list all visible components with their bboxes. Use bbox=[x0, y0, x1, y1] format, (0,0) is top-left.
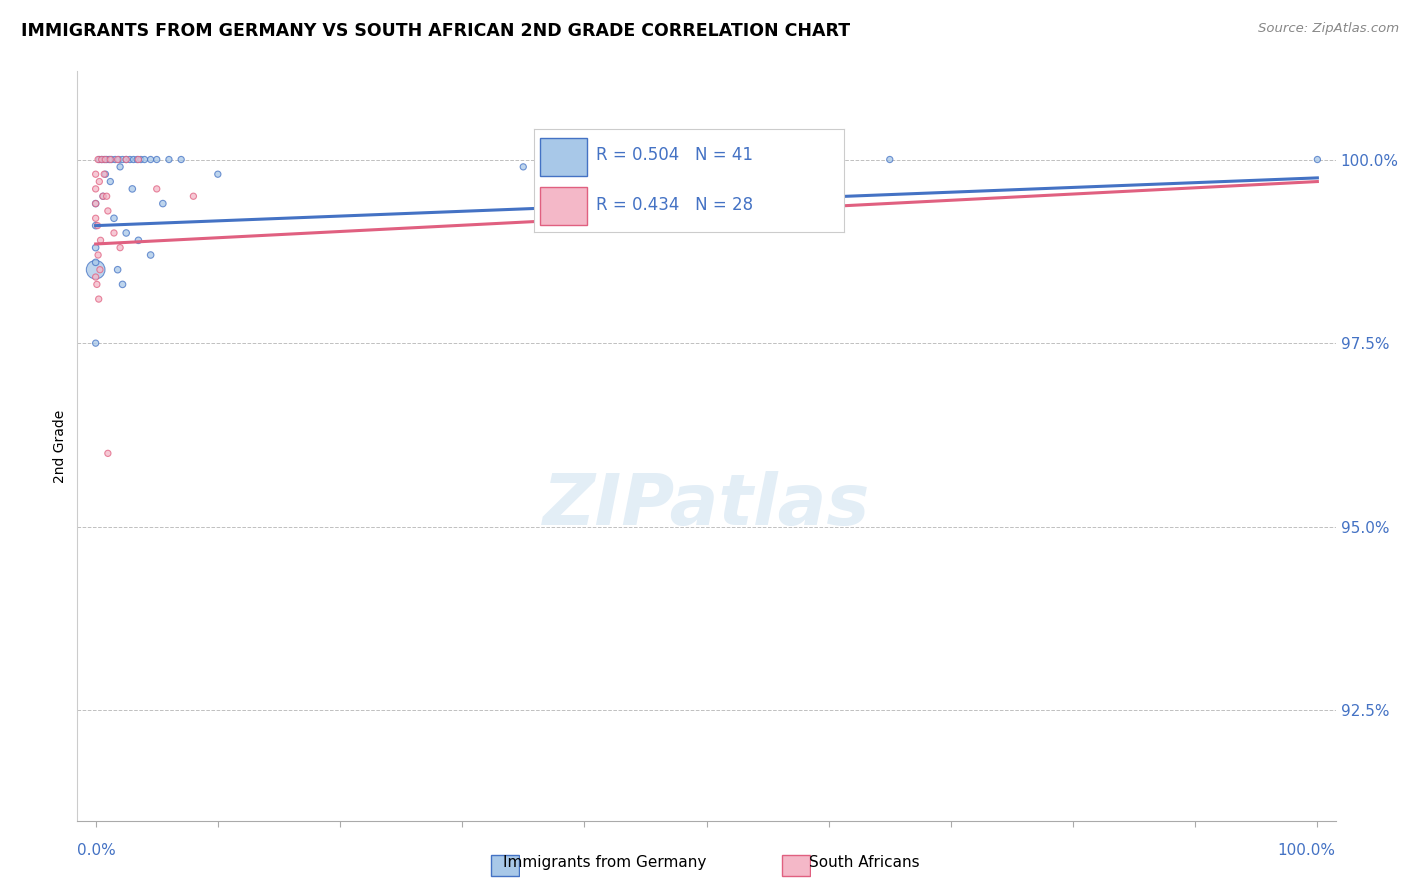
Point bbox=[134, 153, 156, 167]
Point bbox=[86, 219, 108, 233]
Point bbox=[127, 153, 149, 167]
Text: IMMIGRANTS FROM GERMANY VS SOUTH AFRICAN 2ND GRADE CORRELATION CHART: IMMIGRANTS FROM GERMANY VS SOUTH AFRICAN… bbox=[21, 22, 851, 40]
Point bbox=[108, 153, 131, 167]
Point bbox=[87, 248, 110, 262]
Text: 0.0%: 0.0% bbox=[77, 843, 117, 858]
FancyBboxPatch shape bbox=[540, 186, 586, 225]
Point bbox=[118, 153, 141, 167]
Point bbox=[139, 248, 162, 262]
Point bbox=[122, 153, 145, 167]
Point bbox=[84, 211, 107, 226]
Point bbox=[93, 167, 115, 181]
Point bbox=[96, 189, 118, 203]
Point bbox=[145, 153, 167, 167]
Point bbox=[107, 153, 129, 167]
Point bbox=[129, 153, 152, 167]
Text: 100.0%: 100.0% bbox=[1278, 843, 1336, 858]
Point bbox=[127, 233, 149, 247]
Point bbox=[512, 160, 534, 174]
Point bbox=[86, 277, 108, 292]
Point bbox=[90, 233, 112, 247]
Point bbox=[879, 153, 901, 167]
Point bbox=[84, 182, 107, 196]
Point bbox=[87, 292, 110, 306]
Point bbox=[90, 153, 112, 167]
Point bbox=[90, 153, 112, 167]
Point bbox=[103, 211, 125, 226]
Point bbox=[115, 153, 138, 167]
Text: Source: ZipAtlas.com: Source: ZipAtlas.com bbox=[1258, 22, 1399, 36]
Point bbox=[183, 189, 205, 203]
Point bbox=[84, 196, 107, 211]
Point bbox=[170, 153, 193, 167]
Point bbox=[108, 241, 131, 255]
Bar bbox=[782, 855, 810, 876]
Point bbox=[1306, 153, 1329, 167]
Point bbox=[108, 160, 131, 174]
FancyBboxPatch shape bbox=[540, 137, 586, 176]
Point bbox=[93, 153, 115, 167]
Point bbox=[84, 219, 107, 233]
Point bbox=[84, 241, 107, 255]
Point bbox=[157, 153, 180, 167]
Point bbox=[152, 196, 174, 211]
Point bbox=[98, 153, 121, 167]
Point bbox=[84, 336, 107, 351]
Point bbox=[87, 153, 110, 167]
Point bbox=[84, 270, 107, 285]
Text: R = 0.434   N = 28: R = 0.434 N = 28 bbox=[596, 195, 754, 214]
Point bbox=[91, 189, 114, 203]
Point bbox=[97, 446, 120, 460]
Point bbox=[98, 153, 121, 167]
Text: South Africans: South Africans bbox=[810, 855, 920, 870]
Text: R = 0.504   N = 41: R = 0.504 N = 41 bbox=[596, 146, 754, 164]
Point bbox=[100, 153, 122, 167]
Text: Immigrants from Germany: Immigrants from Germany bbox=[503, 855, 706, 870]
Point bbox=[121, 182, 143, 196]
Y-axis label: 2nd Grade: 2nd Grade bbox=[53, 409, 67, 483]
Bar bbox=[491, 855, 519, 876]
Point bbox=[104, 153, 127, 167]
Point bbox=[96, 153, 118, 167]
Text: ZIPatlas: ZIPatlas bbox=[543, 472, 870, 541]
Point bbox=[94, 167, 117, 181]
Point bbox=[84, 262, 107, 277]
Point bbox=[89, 262, 111, 277]
Point bbox=[115, 226, 138, 240]
Point bbox=[103, 226, 125, 240]
Point bbox=[127, 153, 149, 167]
Point bbox=[89, 175, 111, 189]
Point bbox=[145, 182, 167, 196]
Point bbox=[94, 153, 117, 167]
Point bbox=[107, 262, 129, 277]
Point bbox=[111, 153, 134, 167]
Point bbox=[84, 255, 107, 269]
Point bbox=[98, 175, 121, 189]
Point bbox=[84, 167, 107, 181]
Point bbox=[84, 196, 107, 211]
Point bbox=[207, 167, 229, 181]
Point bbox=[91, 189, 114, 203]
Point bbox=[139, 153, 162, 167]
Point bbox=[111, 277, 134, 292]
Point bbox=[97, 203, 120, 218]
Point bbox=[115, 153, 138, 167]
Point bbox=[89, 153, 111, 167]
